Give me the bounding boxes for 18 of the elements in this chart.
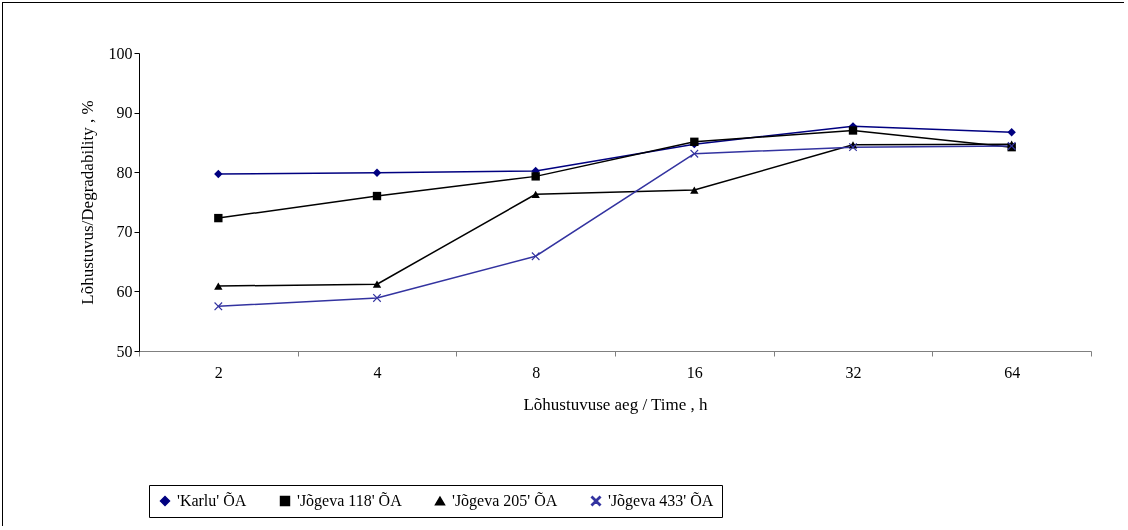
y-tick-label: 70 bbox=[116, 223, 133, 241]
legend-label: 'Jõgeva 118' ÕA bbox=[297, 492, 403, 510]
y-tick-label: 80 bbox=[116, 163, 133, 181]
legend-label: 'Jõgeva 433' ÕA bbox=[608, 492, 714, 510]
x-tick-label: 8 bbox=[532, 363, 541, 381]
y-axis-title: Lõhustuvus/Degradability , % bbox=[77, 100, 97, 305]
legend-label: 'Karlu' ÕA bbox=[177, 492, 247, 509]
y-tick-label: 100 bbox=[108, 44, 133, 62]
x-tick-label: 64 bbox=[1004, 363, 1021, 381]
y-tick-label: 50 bbox=[116, 342, 133, 360]
x-tick-label: 2 bbox=[214, 363, 223, 381]
legend-label: 'Jõgeva 205' ÕA bbox=[452, 492, 558, 510]
x-axis-title: Lõhustuvuse aeg / Time , h bbox=[523, 394, 709, 414]
x-tick-label: 4 bbox=[373, 363, 382, 381]
y-tick-label: 60 bbox=[116, 282, 133, 300]
y-tick-label: 90 bbox=[116, 104, 133, 122]
x-tick-label: 32 bbox=[845, 363, 862, 381]
x-tick-label: 16 bbox=[686, 363, 703, 381]
